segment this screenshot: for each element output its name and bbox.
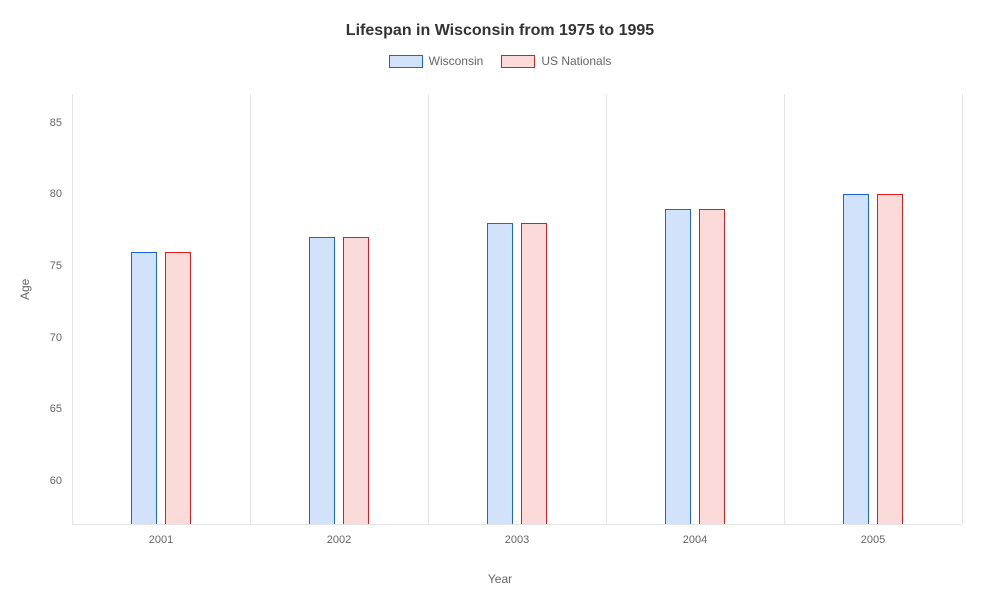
bar bbox=[165, 252, 191, 524]
bar bbox=[131, 252, 157, 524]
chart-title: Lifespan in Wisconsin from 1975 to 1995 bbox=[0, 0, 1000, 54]
y-axis-title: Age bbox=[18, 279, 32, 300]
bar bbox=[665, 209, 691, 524]
bar bbox=[343, 237, 369, 524]
x-tick-label: 2002 bbox=[327, 534, 351, 546]
plot-left-border bbox=[72, 94, 73, 524]
x-tick-label: 2001 bbox=[149, 534, 173, 546]
bar bbox=[843, 194, 869, 524]
bar bbox=[877, 194, 903, 524]
y-tick-label: 85 bbox=[22, 117, 62, 129]
y-tick-label: 75 bbox=[22, 260, 62, 272]
gridline-vertical bbox=[250, 94, 251, 524]
y-tick-label: 80 bbox=[22, 188, 62, 200]
legend-swatch-wisconsin bbox=[389, 55, 423, 68]
x-tick-label: 2003 bbox=[505, 534, 529, 546]
y-tick-label: 65 bbox=[22, 403, 62, 415]
bar bbox=[699, 209, 725, 524]
x-tick-label: 2005 bbox=[861, 534, 885, 546]
legend-item-wisconsin: Wisconsin bbox=[389, 54, 484, 68]
legend-label-us-nationals: US Nationals bbox=[541, 54, 611, 68]
legend: Wisconsin US Nationals bbox=[0, 54, 1000, 82]
bar bbox=[487, 223, 513, 524]
legend-label-wisconsin: Wisconsin bbox=[429, 54, 484, 68]
bar bbox=[309, 237, 335, 524]
legend-item-us-nationals: US Nationals bbox=[501, 54, 611, 68]
gridline-vertical bbox=[428, 94, 429, 524]
bar bbox=[521, 223, 547, 524]
x-axis-title: Year bbox=[488, 572, 512, 586]
gridline-vertical bbox=[962, 94, 963, 524]
gridline-vertical bbox=[784, 94, 785, 524]
x-tick-label: 2004 bbox=[683, 534, 707, 546]
y-tick-label: 60 bbox=[22, 475, 62, 487]
gridline-vertical bbox=[606, 94, 607, 524]
y-tick-label: 70 bbox=[22, 332, 62, 344]
legend-swatch-us-nationals bbox=[501, 55, 535, 68]
plot-bottom-border bbox=[72, 524, 962, 525]
